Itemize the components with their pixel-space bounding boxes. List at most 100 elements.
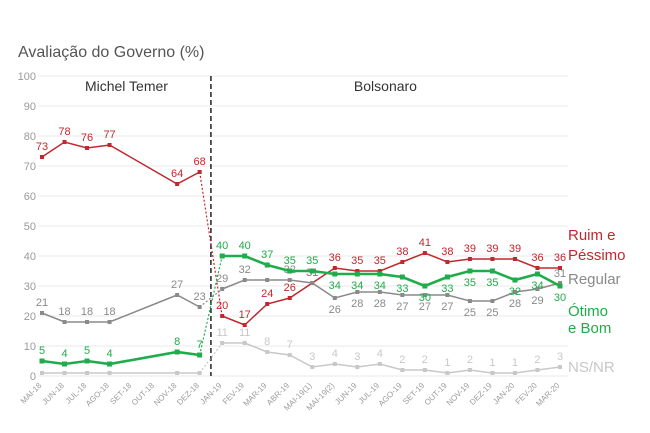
data-point [467, 268, 473, 274]
y-tick-label: 10 [24, 341, 36, 353]
data-point [400, 293, 405, 297]
data-label: 1 [489, 357, 495, 369]
data-label: 29 [531, 295, 543, 307]
data-point [558, 281, 562, 285]
data-point [512, 290, 517, 294]
data-point [422, 293, 427, 297]
data-label: 2 [399, 354, 405, 366]
data-point [445, 293, 450, 297]
data-label: 2 [467, 354, 473, 366]
data-point [40, 311, 44, 315]
data-label: 4 [61, 348, 67, 360]
data-label: 24 [261, 288, 273, 300]
series-transition-line [199, 288, 223, 308]
data-point [467, 257, 472, 261]
data-point [62, 371, 67, 375]
series-regular: 21 18 18 18 27 23 29 32 32 31 26 28 28 27 27 27 25 25 28 29… [36, 264, 566, 324]
legend-label: Péssimo [568, 247, 626, 264]
data-point [220, 314, 225, 318]
data-label: 27 [441, 301, 453, 313]
data-label: 30 [554, 292, 566, 304]
data-point [242, 341, 247, 345]
data-label: 7 [287, 339, 293, 351]
data-label: 35 [464, 277, 476, 289]
data-point [220, 287, 225, 291]
data-point [39, 358, 45, 364]
data-point [489, 268, 495, 274]
data-label: 35 [351, 255, 363, 267]
data-label: 5 [84, 345, 90, 357]
data-point [355, 365, 360, 369]
data-label: 34 [329, 280, 341, 292]
y-tick-label: 90 [24, 101, 36, 113]
data-point [535, 266, 540, 270]
x-tick-label: MAI-18 [19, 381, 44, 406]
series-line [221, 252, 560, 326]
data-label: 36 [329, 252, 341, 264]
data-point [490, 299, 495, 303]
data-point [175, 371, 180, 375]
data-point [197, 305, 202, 309]
data-label: 28 [351, 298, 363, 310]
y-tick-label: 60 [24, 191, 36, 203]
data-point [197, 352, 203, 358]
data-point [40, 155, 44, 159]
data-point [377, 362, 382, 366]
data-point [197, 371, 202, 375]
data-label: 73 [36, 141, 48, 153]
legend-label: e Bom [568, 320, 611, 337]
series-line [41, 294, 201, 323]
y-tick-label: 80 [24, 131, 36, 143]
data-point [242, 323, 247, 327]
data-point [354, 271, 360, 277]
data-point [377, 269, 382, 273]
series-ruim-e-p-ssimo: 73 78 76 77 64 68 20 17 24 26 31 36 35 35 38 41 38 39 39 39… [36, 126, 566, 327]
data-label: 18 [103, 306, 115, 318]
data-label: 3 [557, 351, 563, 363]
series-line [221, 279, 561, 302]
data-label: 77 [103, 129, 115, 141]
data-label: 1 [444, 357, 450, 369]
data-point [535, 368, 540, 372]
data-point [107, 361, 113, 367]
data-point [332, 271, 338, 277]
data-point [85, 320, 90, 324]
data-point [219, 253, 225, 259]
data-point [62, 361, 68, 367]
data-point [535, 287, 540, 291]
x-tick-label: MAR-20 [534, 381, 561, 408]
data-point [265, 350, 270, 354]
data-point [62, 140, 67, 144]
x-tick-label: OUT-19 [423, 381, 450, 408]
data-point [377, 290, 382, 294]
data-label: 35 [374, 255, 386, 267]
data-point [332, 266, 337, 270]
legend-label: Ruim e [568, 227, 616, 244]
data-point [265, 278, 270, 282]
data-point [558, 365, 562, 369]
x-tick-label: AGO-19 [377, 381, 405, 409]
data-label: 27 [396, 301, 408, 313]
data-point [107, 371, 112, 375]
data-point [84, 358, 90, 364]
data-point [287, 268, 293, 274]
data-label: 8 [174, 336, 180, 348]
data-label: 32 [509, 286, 521, 298]
series-line [222, 254, 561, 288]
x-tick-label: JUN-19 [333, 381, 359, 407]
data-point [107, 143, 112, 147]
y-tick-label: 70 [24, 161, 36, 173]
data-point [264, 262, 270, 268]
x-tick-label: JAN-19 [198, 381, 224, 407]
y-tick-label: 30 [24, 281, 36, 293]
data-label: 18 [58, 306, 70, 318]
y-tick-label: 20 [24, 311, 36, 323]
x-tick-label: OUT-18 [130, 381, 157, 408]
data-point [400, 368, 405, 372]
data-label: 35 [306, 255, 318, 267]
data-point [62, 320, 67, 324]
data-point [332, 296, 337, 300]
y-axis-ticks: 0 10 20 30 40 50 60 70 80 90 100 [18, 71, 36, 383]
data-point [512, 257, 517, 261]
data-point [310, 365, 315, 369]
